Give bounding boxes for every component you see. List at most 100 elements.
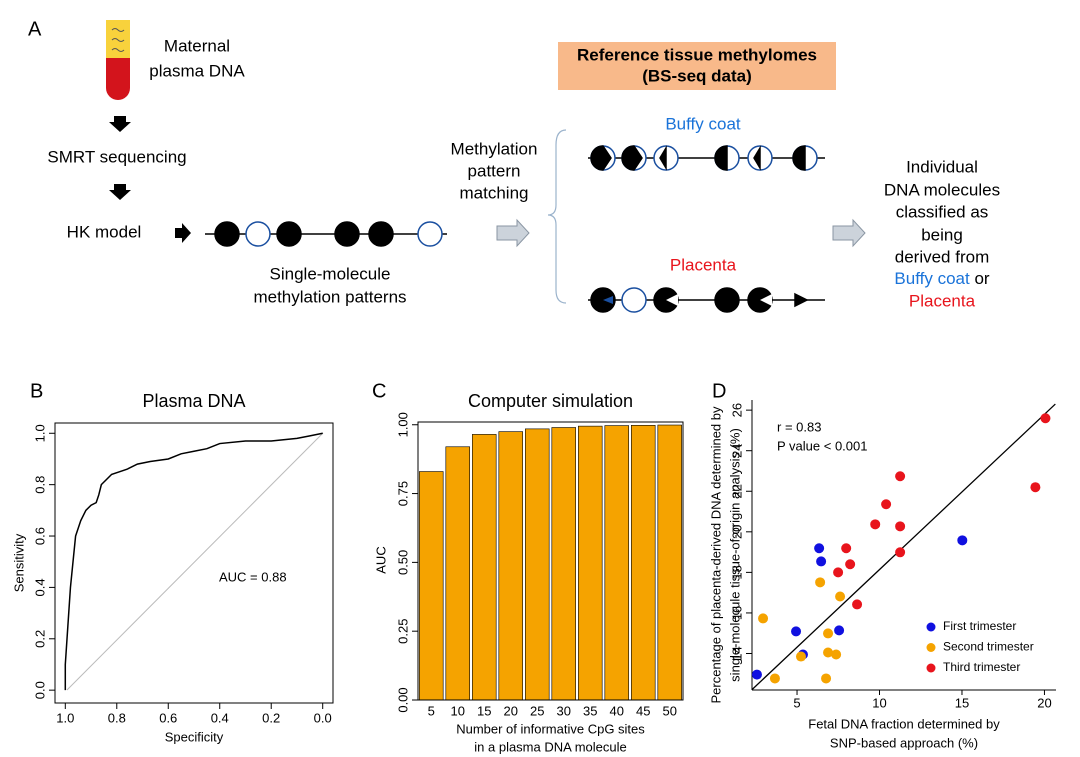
matching-label: pattern (468, 161, 521, 180)
x-tick-label: 25 (530, 703, 544, 718)
x-axis-label: Number of informative CpG sites (456, 721, 645, 736)
tube (106, 20, 130, 100)
data-point (841, 543, 852, 554)
reference-label: (BS-seq data) (642, 66, 752, 85)
plot-frame (54, 422, 334, 704)
x-tick-label: 1.0 (56, 710, 74, 725)
legend-label: Second trimester (943, 640, 1034, 654)
chart-title: Computer simulation (468, 391, 633, 411)
reference-diagonal (66, 432, 324, 691)
x-tick-label: 0.2 (262, 710, 280, 725)
legend-label: Third trimester (943, 660, 1020, 674)
bar (525, 428, 550, 701)
data-point (769, 673, 780, 684)
x-tick-label: 15 (955, 695, 969, 710)
x-tick-label: 30 (557, 703, 571, 718)
arrow (109, 116, 131, 132)
y-tick-label: 0.8 (32, 476, 47, 494)
molecule-caption: Single-molecule (270, 264, 391, 283)
y-tick-label: 0.6 (32, 527, 47, 545)
result-label: derived from (895, 247, 989, 266)
matching-label: Methylation (451, 139, 538, 158)
panel-label: C (372, 380, 386, 402)
result-label: DNA molecules (884, 180, 1000, 199)
data-point (814, 543, 825, 554)
bar (472, 434, 497, 701)
bar (445, 446, 470, 701)
data-point (821, 673, 832, 684)
y-tick-label: 22 (729, 484, 744, 498)
y-tick-label: 1.00 (395, 412, 410, 437)
step-label: SMRT sequencing (47, 147, 186, 166)
x-tick-label: 0.6 (159, 710, 177, 725)
data-point (833, 567, 844, 578)
bar (604, 425, 629, 701)
y-axis-label: Percentage of placenta-derived DNA deter… (708, 406, 723, 704)
data-point (881, 499, 892, 510)
annotation: r = 0.83 (777, 419, 821, 434)
panel-label: D (712, 380, 726, 402)
data-point (831, 649, 842, 660)
bar (578, 425, 603, 701)
bar (551, 427, 576, 701)
molecule (205, 221, 447, 247)
x-tick-label: 40 (610, 703, 624, 718)
reference-label: Reference tissue methylomes (577, 45, 817, 64)
x-tick-label: 20 (504, 703, 518, 718)
result-label: Individual (906, 157, 978, 176)
matching-label: matching (460, 183, 529, 202)
x-tick-label: 10 (451, 703, 465, 718)
bar (419, 471, 444, 701)
legend-marker (926, 663, 936, 673)
x-axis-label: Specificity (165, 729, 224, 744)
data-point (895, 547, 906, 558)
y-tick-label: 0.25 (395, 619, 410, 644)
panel-a: A Maternal plasma DNA SMRT sequencing HK… (28, 18, 1000, 313)
legend-marker (926, 622, 936, 632)
result-label: being (921, 225, 963, 244)
x-axis-label: SNP-based approach (%) (830, 735, 978, 750)
x-tick-label: 35 (583, 703, 597, 718)
molecule-caption: methylation patterns (253, 287, 406, 306)
roc-curve (64, 432, 323, 691)
x-tick-label: 0.0 (314, 710, 332, 725)
data-point (895, 471, 906, 482)
y-axis-label: AUC (373, 546, 388, 573)
y-axis-label: Sensitivity (11, 533, 26, 592)
brace (547, 129, 567, 304)
data-point (795, 651, 806, 662)
data-point (816, 556, 827, 567)
x-tick-label: 0.8 (108, 710, 126, 725)
plot-frame (417, 421, 684, 701)
block-arrow (496, 218, 530, 248)
data-point (834, 625, 845, 636)
x-tick-label: 5 (428, 703, 435, 718)
bar (498, 431, 523, 701)
trendline (751, 403, 1056, 691)
annotation: AUC = 0.88 (219, 569, 287, 584)
sample-label: plasma DNA (149, 61, 245, 80)
data-point (1040, 413, 1051, 424)
panel-label: B (30, 380, 43, 402)
annotation: P value < 0.001 (777, 438, 867, 453)
x-tick-label: 0.4 (211, 710, 229, 725)
y-tick-label: 26 (729, 403, 744, 417)
data-point (751, 669, 762, 680)
y-tick-label: 1.0 (32, 424, 47, 442)
y-axis-label: single-molecule tissue-of-origin analysi… (727, 428, 742, 682)
y-tick-label: 16 (729, 606, 744, 620)
data-point (870, 519, 881, 530)
buffy-molecule (588, 145, 825, 171)
y-tick-label: 0.4 (32, 578, 47, 596)
data-point (791, 626, 802, 637)
y-tick-label: 0.0 (32, 681, 47, 699)
x-tick-label: 20 (1037, 695, 1051, 710)
panel-label: A (28, 18, 42, 40)
data-point (823, 647, 834, 658)
arrow (175, 223, 191, 243)
result-or: or (970, 269, 990, 288)
bar (657, 424, 682, 701)
data-point (1030, 482, 1041, 493)
step-label: HK model (67, 222, 142, 241)
